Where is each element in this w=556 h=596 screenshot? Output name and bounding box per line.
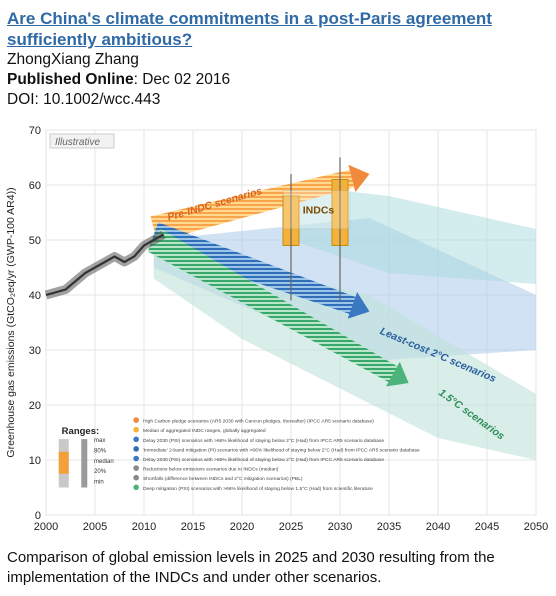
x-tick-label: 2040 — [426, 521, 450, 533]
figure: 2000 2005 2010 2015 2020 2025 2030 2035 2040 2045… — [0, 122, 556, 542]
ranges-label: 80% — [94, 448, 107, 454]
figure-caption: Comparison of global emission levels in … — [7, 549, 495, 586]
legend-marker — [133, 446, 139, 452]
y-tick-label: 10 — [29, 455, 41, 467]
badge-label: Illustrative — [55, 137, 100, 148]
y-tick-label: 0 — [35, 510, 41, 522]
legend-entry: Deep mitigation (PSI) scenarios with >66… — [143, 486, 373, 492]
x-tick-label: 2010 — [132, 521, 156, 533]
x-tick-label: 2025 — [279, 521, 303, 533]
ranges-label: 20% — [94, 469, 107, 475]
legend-marker — [133, 465, 139, 471]
legend-entry: High Carbon pledge scenarios (AR5 2030 w… — [143, 419, 374, 425]
x-tick-label: 2000 — [34, 521, 58, 533]
scenario-1-5c-arrow-head — [386, 361, 409, 387]
x-tick-label: 2035 — [377, 521, 401, 533]
pre-indc-arrow-head — [348, 164, 370, 193]
author: ZhongXiang Zhang — [7, 51, 139, 68]
y-tick-label: 60 — [29, 180, 41, 192]
pre-indc-arrow — [150, 164, 370, 242]
indc-frame — [282, 190, 351, 230]
y-axis-label: Greenhouse gas emissions (GtCO₂eq/yr (GW… — [5, 187, 17, 457]
legend-entry: Shortfalls (difference between INDCs and… — [143, 476, 303, 482]
legend-marker — [133, 417, 139, 423]
x-tick-label: 2050 — [524, 521, 548, 533]
y-tick-label: 50 — [29, 235, 41, 247]
emissions-chart: 2000 2005 2010 2015 2020 2025 2030 2035 2040 2045… — [5, 125, 548, 533]
x-tick-label: 2030 — [328, 521, 352, 533]
published-label: Published Online — [7, 71, 134, 88]
paper-header: Are China's climate commitments in a pos… — [7, 8, 547, 110]
published-line: Published Online: Dec 02 2016 — [7, 70, 547, 90]
x-tick-label: 2015 — [181, 521, 205, 533]
legend-marker — [133, 455, 139, 462]
ranges-label: median — [94, 459, 114, 465]
band-pre-indc — [291, 185, 536, 284]
legend-entry: Delay 2030 (PSI) scenarios with >66% lik… — [143, 457, 384, 463]
legend-marker — [133, 436, 139, 443]
badge-box — [49, 133, 115, 149]
ranges-swatch-gray — [81, 439, 88, 488]
legend-marker — [133, 484, 139, 491]
least-cost-2c-arrow-head — [347, 292, 370, 319]
least-cost-2c-arrow — [149, 222, 370, 319]
legend-entry: Reductions below emissions scenarios due… — [143, 467, 279, 473]
doi: DOI: 10.1002/wcc.443 — [7, 91, 161, 108]
y-tick-label: 40 — [29, 290, 41, 302]
published-date: : Dec 02 2016 — [133, 71, 231, 88]
legend-entry: Delay 2030 (PSI) scenarios with >66% lik… — [143, 438, 384, 444]
ranges-swatch-inner — [58, 451, 69, 474]
x-tick-label: 2005 — [83, 521, 107, 533]
y-tick-label: 30 — [29, 345, 41, 357]
scenario-1-5c-arrow — [147, 228, 409, 387]
indc-label: INDCs — [303, 205, 335, 217]
legend-entry: 'Immediate' 2-band mitigation (PI) scena… — [143, 447, 420, 453]
ranges-title: Ranges: — [62, 426, 99, 437]
x-tick-label: 2045 — [475, 521, 499, 533]
y-tick-label: 20 — [29, 400, 41, 412]
legend-entry: Median of aggregated INDC ranges, global… — [143, 428, 266, 434]
ranges-label: max — [94, 438, 105, 444]
paper-title-link[interactable]: Are China's climate commitments in a pos… — [7, 9, 492, 49]
y-tick-label: 70 — [29, 125, 41, 137]
historical-line — [45, 233, 165, 297]
x-tick-label: 2020 — [230, 521, 254, 533]
legend-marker — [133, 474, 139, 481]
ranges-label: min — [94, 480, 104, 486]
legend-marker — [133, 426, 139, 433]
